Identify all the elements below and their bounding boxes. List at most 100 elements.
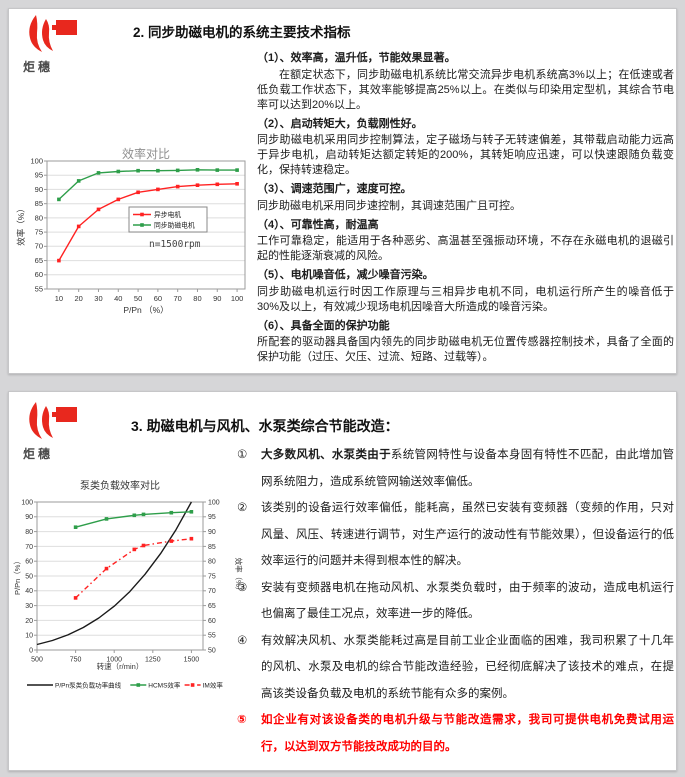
item-number: ⑤ bbox=[237, 714, 247, 726]
svg-text:转速（r/min）: 转速（r/min） bbox=[97, 661, 144, 671]
company-logo: 炬穗 bbox=[23, 13, 103, 75]
feature-block: （4）、可靠性高，耐温高 工作可靠稳定，能适用于各种恶劣、高温甚至强振动环境，不… bbox=[257, 218, 674, 265]
feature-paragraph: 同步助磁电机运行时因工作原理与三相异步电机不同，电机运行所产生的噪音低于30%及… bbox=[257, 285, 674, 313]
document-page-3: 炬穗 3. 助磁电机与风机、水泵类综合节能改造： 0 10 20 30 40 50 60 70… bbox=[8, 391, 677, 771]
feature-heading: （2）、启动转矩大，负载刚性好。 bbox=[257, 117, 423, 130]
svg-text:55: 55 bbox=[208, 633, 216, 640]
feature-paragraph: 所配套的驱动器具备国内领先的同步助磁电机无位置传感器控制技术，具备了全面的保护功… bbox=[257, 336, 674, 363]
svg-text:75: 75 bbox=[35, 228, 43, 237]
svg-text:500: 500 bbox=[31, 657, 43, 664]
svg-text:100: 100 bbox=[30, 156, 43, 165]
svg-text:90: 90 bbox=[213, 294, 221, 303]
svg-text:效率对比: 效率对比 bbox=[122, 147, 170, 161]
feature-paragraph: 工作可靠稳定，能适用于各种恶劣、高温甚至强振动环境，不存在永磁电机的退磁引起的性… bbox=[257, 235, 674, 262]
svg-text:同步助磁电机: 同步助磁电机 bbox=[154, 220, 195, 229]
feature-heading: （5）、电机噪音低，减少噪音污染。 bbox=[257, 269, 434, 281]
svg-text:750: 750 bbox=[70, 657, 82, 664]
svg-text:n=1500rpm: n=1500rpm bbox=[149, 239, 201, 250]
item-number: ① bbox=[237, 449, 248, 461]
svg-text:20: 20 bbox=[25, 618, 33, 625]
pump-load-efficiency-chart: 0 10 20 30 40 50 60 70 80 90 100 50 55 60 65 70 75 80 85 90… bbox=[13, 462, 245, 707]
svg-text:55: 55 bbox=[35, 284, 43, 293]
svg-text:60: 60 bbox=[154, 294, 162, 303]
item-text: 有效解决风机、水泵类能耗过高是目前工业企业面临的困难，我司积累了十几年的风机、水… bbox=[261, 634, 674, 700]
svg-text:1000: 1000 bbox=[106, 657, 122, 664]
svg-text:95: 95 bbox=[208, 514, 216, 521]
svg-text:70: 70 bbox=[208, 588, 216, 595]
svg-text:65: 65 bbox=[35, 256, 43, 265]
svg-text:1500: 1500 bbox=[184, 657, 200, 664]
svg-text:30: 30 bbox=[25, 603, 33, 610]
document-page-2: 炬穗 2. 同步助磁电机的系统主要技术指标 55 60 65 70 75 80 85 90 95… bbox=[8, 8, 677, 374]
svg-text:60: 60 bbox=[35, 270, 43, 279]
svg-text:95: 95 bbox=[35, 171, 43, 180]
svg-text:50: 50 bbox=[134, 294, 142, 303]
svg-text:80: 80 bbox=[25, 529, 33, 536]
svg-text:90: 90 bbox=[35, 185, 43, 194]
item-number: ③ bbox=[237, 581, 248, 594]
svg-text:70: 70 bbox=[25, 544, 33, 551]
svg-text:P/Pn （%）: P/Pn （%） bbox=[123, 305, 168, 315]
svg-text:IM效率: IM效率 bbox=[203, 680, 224, 689]
feature-heading: （6）、具备全面的保护功能 bbox=[257, 319, 390, 332]
svg-text:90: 90 bbox=[25, 514, 33, 521]
feature-heading: （4）、可靠性高，耐温高 bbox=[257, 218, 379, 231]
svg-text:50: 50 bbox=[208, 647, 216, 654]
feature-heading: （1）、效率高，温升低，节能效果显著。 bbox=[257, 52, 456, 64]
list-item: ① 大多数风机、水泵类由于系统管网特性与设备本身固有特性不匹配，由此增加管网系统阻… bbox=[237, 442, 674, 495]
feature-block: （6）、具备全面的保护功能 所配套的驱动器具备国内领先的同步助磁电机无位置传感器… bbox=[257, 319, 674, 366]
feature-paragraph: 在额定状态下，同步助磁电机系统比常交流异步电机系统高3%以上；在低速或者低负载工… bbox=[257, 68, 674, 111]
list-item: ④ 有效解决风机、水泵类能耗过高是目前工业企业面临的困难，我司积累了十几年的风机、… bbox=[237, 628, 674, 708]
svg-text:HCMS效率: HCMS效率 bbox=[148, 680, 181, 689]
feature-block: （3）、调速范围广，速度可控。 同步助磁电机采用同步速控制，其调速范围广且可控。 bbox=[257, 182, 674, 214]
logo-text: 炬穗 bbox=[23, 447, 54, 461]
svg-text:80: 80 bbox=[35, 213, 43, 222]
list-item: ② 该类别的设备运行效率偏低，能耗高，虽然已安装有变频器（变频的作用，只对风量、风… bbox=[237, 495, 674, 575]
section-3-title: 3. 助磁电机与风机、水泵类综合节能改造： bbox=[131, 418, 399, 434]
svg-text:65: 65 bbox=[208, 603, 216, 610]
item-text: 系统管网特性与设备本身固有特性不匹配，由此增加管网系统阻力，造成系统管网输送效率… bbox=[261, 449, 675, 488]
feature-heading: （3）、调速范围广，速度可控。 bbox=[257, 183, 412, 195]
logo-text: 炬穗 bbox=[23, 60, 54, 74]
item-text: 如企业有对该设备类的电机升级与节能改造需求，我司可提供电机免费试用运行，以达到双… bbox=[261, 714, 674, 753]
item-number: ② bbox=[237, 502, 248, 514]
svg-text:效率（%）: 效率（%） bbox=[234, 558, 244, 595]
item-bold-text: 大多数风机、水泵类由于 bbox=[261, 449, 391, 461]
feature-block: （2）、启动转矩大，负载刚性好。 同步助磁电机采用同步控制算法，定子磁场与转子无… bbox=[257, 117, 674, 179]
svg-text:100: 100 bbox=[231, 294, 244, 303]
svg-text:30: 30 bbox=[94, 294, 102, 303]
feature-block: （5）、电机噪音低，减少噪音污染。 同步助磁电机运行时因工作原理与三相异步电机不… bbox=[257, 268, 674, 315]
svg-text:100: 100 bbox=[208, 499, 220, 506]
svg-text:85: 85 bbox=[208, 544, 216, 551]
svg-text:80: 80 bbox=[208, 559, 216, 566]
list-item: ⑤ 如企业有对该设备类的电机升级与节能改造需求，我司可提供电机免费试用运行，以达到… bbox=[237, 707, 674, 760]
svg-text:75: 75 bbox=[208, 573, 216, 580]
svg-text:60: 60 bbox=[208, 618, 216, 625]
svg-text:P/Pn（%）: P/Pn（%） bbox=[13, 557, 22, 595]
svg-text:60: 60 bbox=[25, 559, 33, 566]
feature-block: （1）、效率高，温升低，节能效果显著。 在额定状态下，同步助磁电机系统比常交流异… bbox=[257, 51, 674, 113]
svg-text:20: 20 bbox=[75, 294, 83, 303]
svg-text:40: 40 bbox=[25, 588, 33, 595]
svg-text:90: 90 bbox=[208, 529, 216, 536]
item-number: ④ bbox=[237, 634, 248, 647]
svg-text:10: 10 bbox=[25, 633, 33, 640]
section-3-content: ① 大多数风机、水泵类由于系统管网特性与设备本身固有特性不匹配，由此增加管网系统阻… bbox=[237, 442, 674, 760]
svg-text:异步电机: 异步电机 bbox=[154, 210, 181, 219]
svg-text:10: 10 bbox=[55, 294, 63, 303]
svg-text:1250: 1250 bbox=[145, 657, 161, 664]
section-2-content: （1）、效率高，温升低，节能效果显著。 在额定状态下，同步助磁电机系统比常交流异… bbox=[257, 47, 674, 365]
feature-paragraph: 同步助磁电机采用同步控制算法，定子磁场与转子无转速偏差，其带载启动能力远高于异步… bbox=[257, 134, 674, 176]
logo-flame-icon bbox=[29, 402, 77, 439]
svg-text:50: 50 bbox=[25, 573, 33, 580]
feature-paragraph: 同步助磁电机采用同步速控制，其调速范围广且可控。 bbox=[257, 199, 521, 212]
svg-text:85: 85 bbox=[35, 199, 43, 208]
svg-text:0: 0 bbox=[29, 647, 33, 654]
svg-text:P/Pn泵类负载功率曲线: P/Pn泵类负载功率曲线 bbox=[55, 680, 122, 689]
company-logo: 炬穗 bbox=[23, 400, 103, 462]
svg-text:70: 70 bbox=[35, 242, 43, 251]
item-text: 安装有变频器电机在拖动风机、水泵类负载时，由于频率的波动，造成电机运行也偏离了最… bbox=[261, 581, 674, 621]
logo-flame-icon bbox=[29, 15, 77, 52]
svg-text:100: 100 bbox=[21, 499, 33, 506]
list-item: ③ 安装有变频器电机在拖动风机、水泵类负载时，由于频率的波动，造成电机运行也偏离了… bbox=[237, 575, 674, 628]
